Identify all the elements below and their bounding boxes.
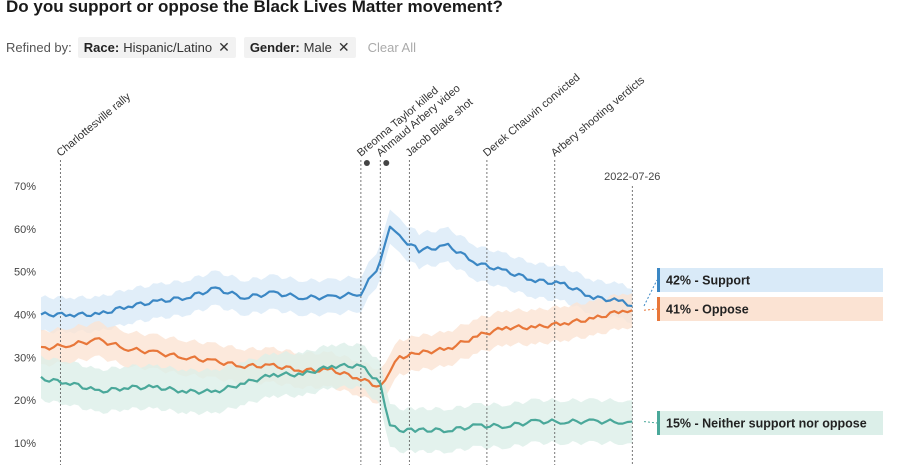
y-tick-label: 40% (14, 310, 36, 322)
close-icon[interactable]: ✕ (218, 39, 230, 55)
end-label-accent (657, 297, 660, 321)
y-tick-label: 50% (14, 267, 36, 279)
y-tick-label: 30% (14, 352, 36, 364)
end-label-connector (643, 421, 658, 424)
event-label: Charlottesville rally (55, 90, 134, 159)
y-tick-label: 10% (14, 438, 36, 450)
page-title: Do you support or oppose the Black Lives… (6, 0, 503, 16)
end-label-oppose: 41% - Oppose (666, 303, 749, 317)
filter-bar: Refined by: Race: Hispanic/Latino ✕ Gend… (6, 37, 416, 58)
end-label-connector (643, 279, 658, 307)
y-tick-label: 20% (14, 395, 36, 407)
event-label: Breonna Taylor killed (355, 85, 441, 160)
date-marker-label: 2022-07-26 (604, 171, 660, 183)
y-tick-label: 70% (14, 181, 36, 193)
series-line-oppose (40, 309, 633, 388)
filter-chip-gender[interactable]: Gender: Male ✕ (243, 37, 356, 58)
series-line-neither (40, 362, 633, 434)
series-line-support (40, 225, 633, 318)
event-dot (363, 160, 370, 166)
end-label-accent (657, 268, 660, 292)
confidence-band-support (41, 209, 633, 334)
y-tick-label: 60% (14, 224, 36, 236)
end-label-bg (657, 297, 883, 321)
filter-chip-key: Race: (83, 40, 120, 55)
event-dot (383, 160, 390, 166)
clear-all-link[interactable]: Clear All (367, 40, 416, 55)
end-label-support: 42% - Support (666, 274, 751, 288)
close-icon[interactable]: ✕ (337, 39, 350, 55)
end-label-connector (643, 308, 658, 311)
y-axis: 10% 20% 30% 40% 50% 60% 70% (14, 181, 36, 450)
end-label-accent (657, 411, 660, 435)
end-label-neither: 15% - Neither support nor oppose (666, 417, 867, 431)
confidence-band-oppose (41, 293, 633, 404)
refined-by-label: Refined by: (6, 40, 72, 55)
series-lines (40, 225, 633, 434)
end-labels: 42% - Support 41% - Oppose 15% - Neither s… (643, 268, 883, 435)
confidence-bands (41, 209, 633, 454)
filter-chip-race[interactable]: Race: Hispanic/Latino ✕ (77, 37, 236, 58)
filter-chip-value: Male (303, 40, 332, 55)
filter-chip-key: Gender: (249, 40, 300, 55)
filter-chip-value: Hispanic/Latino (123, 40, 213, 55)
end-label-bg (657, 411, 883, 435)
end-label-bg (657, 268, 883, 292)
